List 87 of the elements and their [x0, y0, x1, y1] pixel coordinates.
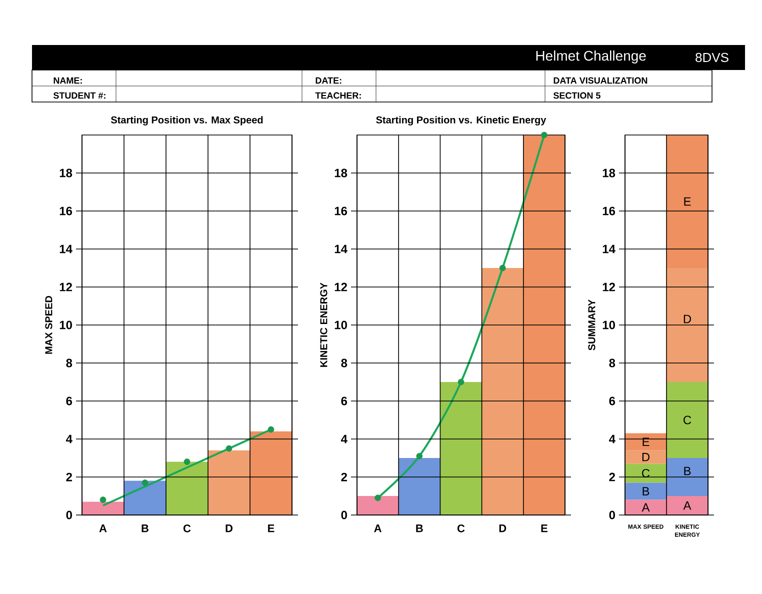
series-label: E	[642, 438, 650, 446]
y-tick-label: 10	[334, 320, 347, 330]
y-tick-label: 2	[609, 472, 615, 482]
y-axis-title: MAX SPEED	[45, 296, 52, 354]
y-tick-label: 6	[609, 396, 616, 406]
x-tick-label: D	[499, 524, 506, 532]
text: NAME:	[54, 77, 82, 84]
x-tick-label: B	[416, 524, 423, 532]
bar	[523, 134, 566, 515]
y-tick-label: 0	[66, 510, 72, 520]
text: DATA VISUALIZATION	[554, 77, 648, 84]
y-tick-label: 8	[609, 358, 616, 368]
y-tick-label: 16	[602, 206, 616, 216]
y-tick-label: 8	[341, 358, 348, 368]
text: A	[683, 501, 692, 510]
text: TEACHER:	[315, 92, 361, 99]
text: Helmet Challenge	[536, 50, 646, 64]
text: B	[684, 466, 691, 476]
text: C	[684, 416, 692, 424]
point	[458, 378, 464, 386]
text: SECTION 5	[553, 92, 600, 99]
bar	[208, 450, 250, 515]
y-tick-label: 2	[341, 472, 347, 482]
y-tick-label: 12	[602, 282, 615, 292]
y-tick-label: 12	[60, 282, 72, 292]
y-tick-label: 6	[66, 396, 72, 406]
y-tick-label: 18	[602, 168, 616, 178]
point	[499, 264, 506, 272]
text: D	[684, 314, 692, 324]
x-tick-label: C	[457, 524, 465, 532]
y-tick-label: 10	[60, 320, 72, 330]
bar	[625, 450, 667, 464]
y-tick-label: 14	[602, 244, 616, 254]
x-tick-label: A	[374, 524, 382, 532]
bar	[250, 431, 292, 515]
bar	[166, 462, 208, 515]
bar	[666, 134, 708, 268]
text: STUDENT #:	[53, 92, 106, 99]
series-label: C	[642, 468, 650, 478]
y-tick-label: 14	[334, 244, 348, 254]
point	[184, 458, 190, 465]
series-label: A	[642, 503, 650, 512]
x-tick-label: A	[99, 524, 107, 532]
y-tick-label: 0	[609, 510, 615, 520]
series-label: D	[642, 452, 650, 462]
bar	[666, 382, 708, 458]
y-tick-label: 8	[66, 358, 72, 368]
x-tick-label: C	[183, 524, 191, 532]
y-tick-label: 14	[60, 244, 72, 254]
text: 8DVS	[696, 52, 728, 62]
y-tick-label: 18	[334, 168, 348, 178]
x-tick-label: E	[541, 524, 548, 532]
y-tick-label: 18	[60, 168, 72, 178]
text: DATE:	[316, 77, 342, 84]
y-axis-title: KINETIC ENERGY	[320, 282, 328, 367]
series-label: B	[642, 487, 650, 496]
bar	[440, 382, 482, 515]
x-tick-label: D	[226, 524, 233, 532]
bar	[82, 502, 124, 515]
bar	[666, 268, 708, 382]
point	[226, 445, 232, 452]
point	[268, 426, 274, 433]
point	[374, 494, 382, 502]
bar	[357, 496, 399, 515]
x-tick-label: B	[142, 524, 148, 532]
y-tick-label: 2	[66, 472, 72, 482]
y-tick-label: 4	[66, 434, 72, 444]
y-tick-label: 6	[341, 396, 348, 406]
y-tick-label: 16	[60, 206, 72, 216]
point	[541, 132, 548, 138]
y-tick-label: 4	[608, 434, 616, 444]
y-axis-title: SUMMARY	[588, 300, 596, 350]
point	[142, 480, 148, 486]
bar	[482, 268, 524, 515]
y-tick-label: 16	[334, 206, 348, 216]
bar	[398, 458, 440, 515]
point	[100, 496, 106, 503]
bar	[625, 464, 667, 483]
chart-title: Starting Position vs. Max Speed	[110, 116, 263, 126]
chart-title: Starting Position vs. Kinetic Energy	[376, 116, 546, 126]
y-tick-label: 10	[602, 320, 615, 330]
y-tick-label: 4	[340, 434, 348, 444]
y-tick-label: 12	[334, 282, 347, 292]
y-tick-label: 0	[341, 510, 347, 520]
point	[416, 452, 423, 460]
text: E	[684, 197, 691, 206]
x-tick-label: E	[268, 524, 274, 532]
